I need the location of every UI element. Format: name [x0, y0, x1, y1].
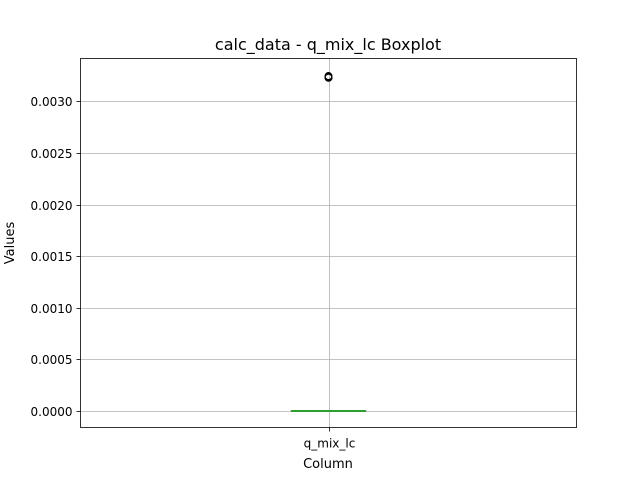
y-tick-label: 0.0000: [31, 405, 73, 419]
x-axis-label: Column: [303, 457, 353, 472]
chart-title: calc_data - q_mix_lc Boxplot: [215, 35, 441, 55]
y-tick-label: 0.0010: [31, 302, 73, 316]
x-tick-label: q_mix_lc: [304, 437, 356, 451]
y-axis-label: Values: [3, 222, 18, 265]
tick-layer: 0.0000 0.0005 0.0010 0.0015 0.0020 0.0025 0.00…: [31, 95, 356, 451]
y-tick-label: 0.0030: [31, 95, 73, 109]
y-tick-label: 0.0015: [31, 250, 73, 264]
y-tick-label: 0.0005: [31, 353, 73, 367]
data-layer: [291, 73, 365, 411]
axes-frame: [81, 59, 577, 428]
y-tick-label: 0.0025: [31, 147, 73, 161]
grid-layer: [81, 59, 577, 428]
y-tick-label: 0.0020: [31, 199, 73, 213]
